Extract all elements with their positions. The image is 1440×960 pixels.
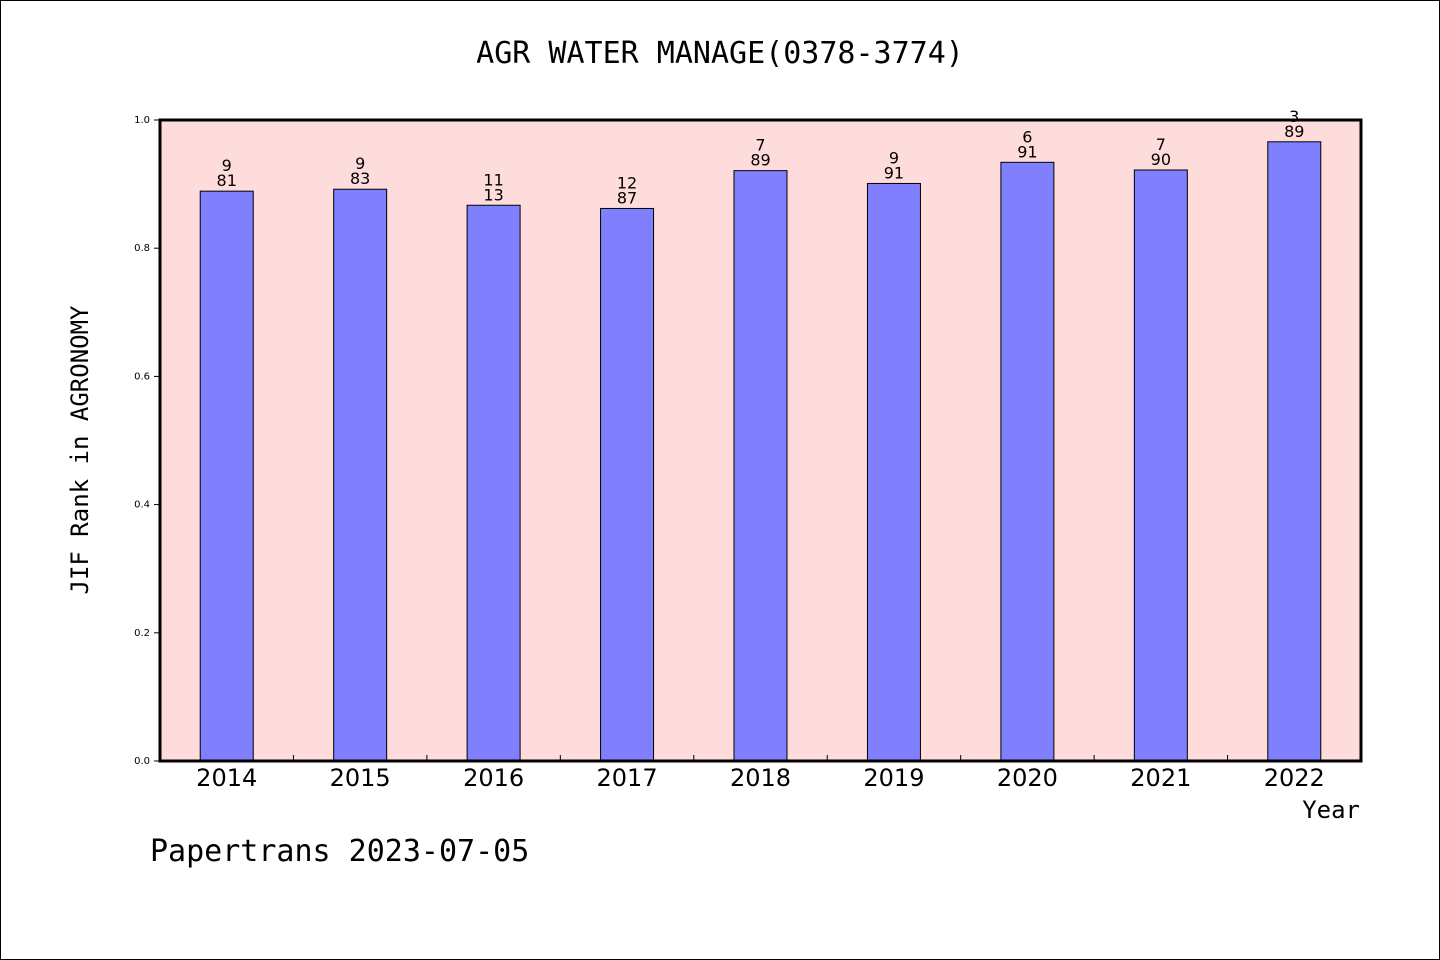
bar-rank-label: 9 (222, 156, 232, 175)
bar-total-label: 91 (1017, 142, 1037, 161)
y-axis: 0.0 0.2 0.4 0.6 0.8 1.0 (134, 115, 160, 767)
bar-rank-label: 12 (617, 173, 637, 192)
x-tick-label: 2022 (1264, 764, 1325, 792)
x-tick-label: 2020 (997, 764, 1058, 792)
bar-total-label: 81 (217, 171, 237, 190)
bar-total-label: 89 (1284, 122, 1304, 141)
y-tick-label: 0.2 (134, 628, 150, 639)
bar-total-label: 90 (1151, 150, 1171, 169)
y-tick-label: 0.4 (134, 500, 150, 511)
x-axis-label: Year (1302, 796, 1360, 824)
bar-2018 (733, 170, 788, 762)
bar-2021 (1133, 169, 1188, 762)
footer-watermark: Papertrans 2023-07-05 (150, 834, 530, 869)
bar-2014 (199, 190, 254, 762)
bar-rank-label: 11 (483, 170, 503, 189)
bar-total-label: 13 (483, 185, 503, 204)
bar-rank-label: 9 (355, 154, 365, 173)
bar-rank-label: 7 (755, 136, 765, 155)
bar-2019 (866, 182, 921, 762)
bar-series (199, 141, 1322, 762)
bar-2022 (1267, 141, 1322, 762)
bar-rank-label: 6 (1022, 127, 1032, 146)
x-tick-label: 2021 (1130, 764, 1191, 792)
bar-total-label: 83 (350, 169, 370, 188)
bar-rank-label: 7 (1156, 135, 1166, 154)
bar-total-label: 89 (750, 151, 770, 170)
y-tick-label: 0.8 (134, 243, 150, 254)
bar-2020 (1000, 161, 1055, 762)
bar-rank-label: 9 (889, 148, 899, 167)
bar-total-label: 91 (884, 163, 904, 182)
bar-2017 (600, 207, 655, 762)
bar-2016 (466, 204, 521, 762)
x-tick-label: 2019 (863, 764, 924, 792)
x-tick-label: 2018 (730, 764, 791, 792)
x-axis: 2014 2015 2016 2017 2018 2019 2020 2021 2022 (196, 755, 1325, 792)
bar-total-label: 87 (617, 188, 637, 207)
x-tick-label: 2016 (463, 764, 524, 792)
x-tick-label: 2014 (196, 764, 257, 792)
bar-rank-label: 3 (1289, 107, 1299, 126)
y-tick-label: 1.0 (134, 115, 150, 126)
bar-2015 (333, 188, 388, 762)
plot-border (158, 118, 1363, 763)
x-tick-label: 2017 (597, 764, 658, 792)
y-tick-label: 0.6 (134, 371, 150, 382)
x-tick-label: 2015 (330, 764, 391, 792)
chart-title: AGR WATER MANAGE(0378-3774) (476, 36, 964, 71)
y-tick-label: 0.0 (134, 756, 150, 767)
